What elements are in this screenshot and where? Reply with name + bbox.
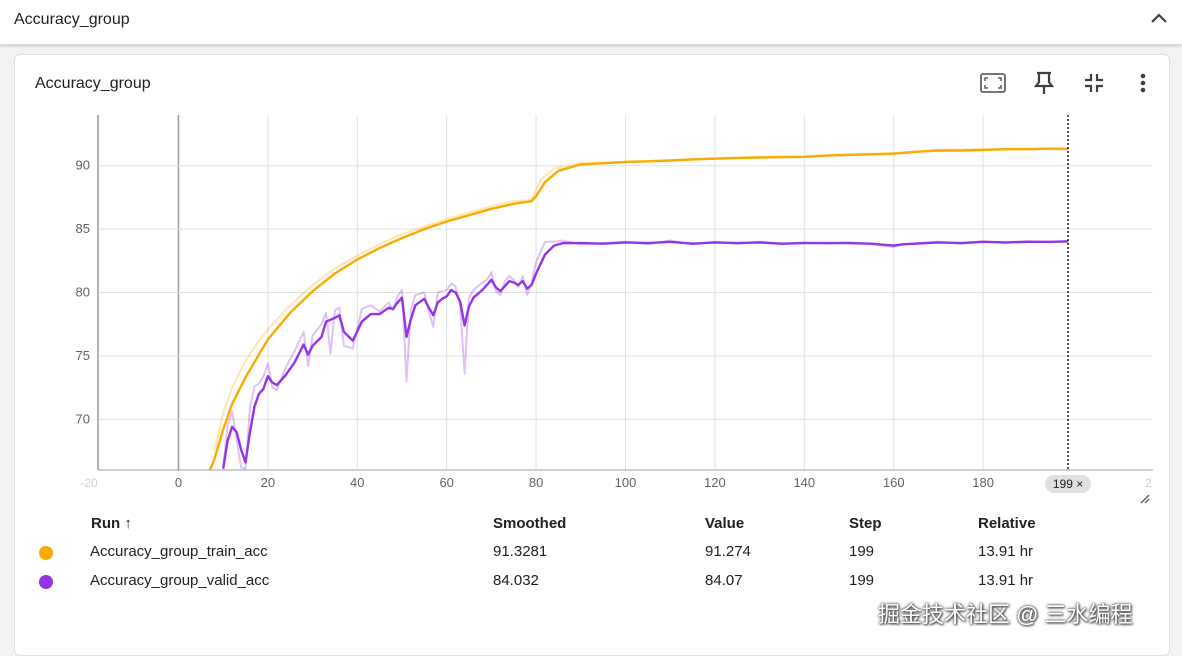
accuracy-chart[interactable]: 0 20 40 60 80 100 120 140 160 180 -20 2 70 75 80 85 90 19…: [15, 55, 1169, 511]
table-row[interactable]: Accuracy_group_train_acc 91.3281 91.274 …: [15, 543, 1169, 572]
chart-card: Accuracy_group 0 20 40 60 80 100 120 140 160 180 -…: [14, 54, 1170, 656]
smoothed-value: 91.3281: [493, 543, 548, 560]
step-cursor-chip: [1045, 475, 1092, 493]
raw-value: 84.07: [705, 572, 743, 589]
x-edge-tick-label: 2: [1145, 476, 1152, 490]
run-name: Accuracy_group_train_acc: [90, 543, 268, 560]
header-relative[interactable]: Relative: [978, 515, 1036, 532]
y-tick-label: 90: [76, 158, 90, 173]
watermark: 掘金技术社区 @ 三水编程: [878, 602, 1133, 627]
x-tick-label: 20: [261, 475, 275, 490]
collapse-card-icon[interactable]: [1080, 69, 1108, 97]
smoothed-value: 84.032: [493, 572, 539, 589]
x-tick-label: 80: [529, 475, 543, 490]
x-tick-label: 120: [704, 475, 726, 490]
x-tick-label: 60: [439, 475, 453, 490]
header-value[interactable]: Value: [705, 515, 745, 532]
x-tick-label: 160: [883, 475, 905, 490]
more-vert-icon[interactable]: [1129, 69, 1157, 97]
raw-value: 91.274: [705, 543, 751, 560]
card-title: Accuracy_group: [35, 75, 151, 92]
group-title: Accuracy_group: [14, 11, 130, 28]
fit-domain-icon[interactable]: [979, 69, 1007, 97]
step-value: 199: [849, 572, 875, 589]
valid-smoothed-line: [222, 240, 1069, 469]
x-edge-tick-label: -20: [80, 476, 98, 490]
y-tick-label: 75: [76, 348, 90, 363]
x-tick-label: 100: [615, 475, 637, 490]
step-cursor-label: 199 ×: [1053, 477, 1083, 491]
y-tick-label: 85: [76, 221, 90, 236]
x-tick-label: 180: [972, 475, 994, 490]
header-smoothed[interactable]: Smoothed: [493, 515, 567, 532]
group-header: Accuracy_group: [0, 0, 1182, 45]
relative-time: 13.91 hr: [978, 543, 1034, 560]
run-color-dot: [39, 575, 53, 589]
resize-handle-icon: [1140, 494, 1150, 504]
x-tick-label: 0: [175, 475, 182, 490]
pin-icon[interactable]: [1030, 69, 1058, 97]
step-value: 199: [849, 543, 875, 560]
table-row[interactable]: Accuracy_group_valid_acc 84.032 84.07 19…: [15, 572, 1169, 601]
x-tick-label: 40: [350, 475, 364, 490]
run-color-dot: [39, 546, 53, 560]
header-run[interactable]: Run ↑: [91, 515, 132, 532]
y-tick-label: 70: [76, 411, 90, 426]
run-name: Accuracy_group_valid_acc: [90, 572, 270, 589]
valid-raw-line: [222, 239, 1069, 470]
train-raw-line: [213, 147, 1069, 452]
x-tick-label: 140: [793, 475, 815, 490]
train-smoothed-line: [208, 147, 1069, 470]
header-step[interactable]: Step: [849, 515, 882, 532]
y-tick-label: 80: [76, 285, 90, 300]
chevron-up-icon[interactable]: [1146, 6, 1172, 32]
relative-time: 13.91 hr: [978, 572, 1034, 589]
